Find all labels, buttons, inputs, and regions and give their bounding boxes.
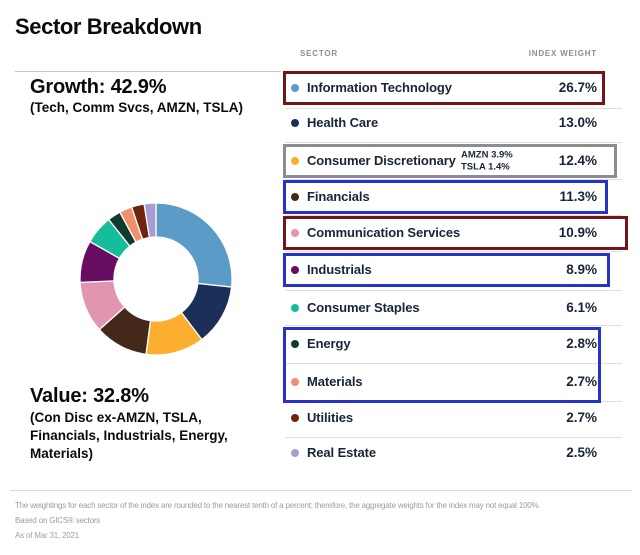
sector-label: Health Care bbox=[307, 115, 379, 130]
footnote-rounding: The weightings for each sector of the in… bbox=[15, 501, 541, 510]
sector-label: Financials bbox=[307, 189, 370, 204]
row-separator bbox=[285, 437, 622, 438]
growth-members-label: (Tech, Comm Svcs, AMZN, TSLA) bbox=[30, 100, 244, 115]
highlight-box-blue-energy-materials bbox=[283, 327, 601, 403]
index-weight-value: 13.0% bbox=[558, 115, 597, 130]
column-header-index-weight: INDEX WEIGHT bbox=[528, 49, 597, 58]
sector-label: Materials bbox=[307, 374, 363, 389]
sector-label: Communication Services bbox=[307, 225, 461, 240]
index-weight-value: 2.5% bbox=[566, 445, 597, 460]
value-total-label: Value: 32.8% bbox=[30, 385, 149, 407]
consumer-staples-dot-icon bbox=[291, 304, 299, 312]
sector-label: Utilities bbox=[307, 410, 354, 425]
index-weight-value: 10.9% bbox=[558, 225, 597, 240]
highlight-box-blue-industrials bbox=[283, 253, 610, 287]
sector-label: Real Estate bbox=[307, 445, 376, 460]
row-separator bbox=[285, 179, 622, 180]
footnote-as-of-date: As of Mar 31, 2021 bbox=[15, 531, 79, 540]
materials-dot-icon bbox=[291, 378, 299, 386]
index-weight-value: 2.7% bbox=[566, 374, 597, 389]
donut-slice-information-technology bbox=[155, 202, 233, 288]
table-row-communication-services: Communication Services 10.9% bbox=[283, 216, 628, 250]
sector-label: Consumer Staples bbox=[307, 300, 420, 315]
row-separator bbox=[285, 108, 622, 109]
growth-total-label: Growth: 42.9% bbox=[30, 76, 167, 98]
index-weight-value: 11.3% bbox=[559, 189, 597, 204]
highlight-box-darkred-communication-services bbox=[283, 216, 628, 250]
index-weight-value: 2.7% bbox=[566, 410, 597, 425]
index-weight-value: 26.7% bbox=[558, 80, 597, 95]
table-row-real-estate: Real Estate 2.5% bbox=[283, 436, 628, 470]
sector-weight-table: Information Technology 26.7% Health Care 13… bbox=[283, 0, 628, 485]
row-separator bbox=[285, 142, 622, 143]
row-separator bbox=[285, 363, 622, 364]
sector-label: Energy bbox=[307, 336, 351, 351]
financials-dot-icon bbox=[291, 193, 299, 201]
column-header-sector: SECTOR bbox=[300, 49, 338, 58]
communication-services-dot-icon bbox=[291, 229, 299, 237]
page-title: Sector Breakdown bbox=[15, 14, 202, 39]
sector-donut-chart bbox=[79, 202, 233, 356]
sector-label: Industrials bbox=[307, 262, 372, 277]
table-row-materials: Materials 2.7% bbox=[283, 365, 628, 399]
sector-label: Consumer Discretionary bbox=[307, 153, 456, 168]
table-row-financials: Financials 11.3% bbox=[283, 180, 628, 214]
row-separator bbox=[285, 215, 622, 216]
footnote-gics: Based on GICS® sectors bbox=[15, 516, 101, 525]
index-weight-value: 12.4% bbox=[558, 153, 597, 168]
index-weight-value: 6.1% bbox=[566, 300, 597, 315]
highlight-box-gray-consumer-discretionary bbox=[283, 144, 617, 178]
table-row-consumer-staples: Consumer Staples 6.1% bbox=[283, 291, 628, 325]
value-members-label: (Con Disc ex-AMZN, TSLA, Financials, Ind… bbox=[30, 410, 228, 461]
table-row-consumer-discretionary: Consumer Discretionary AMZN 3.9% TSLA 1.4… bbox=[283, 144, 628, 178]
donut-slice-real-estate bbox=[143, 202, 157, 239]
consumer-discretionary-dot-icon bbox=[291, 157, 299, 165]
sector-note-amzn-tsla: AMZN 3.9% TSLA 1.4% bbox=[461, 149, 513, 173]
sector-label: Information Technology bbox=[307, 80, 452, 95]
table-row-energy: Energy 2.8% bbox=[283, 327, 628, 361]
row-separator bbox=[285, 251, 622, 252]
information-technology-dot-icon bbox=[291, 84, 299, 92]
table-row-utilities: Utilities 2.7% bbox=[283, 401, 628, 435]
highlight-box-blue-financials bbox=[283, 180, 608, 214]
row-separator bbox=[285, 290, 622, 291]
index-weight-value: 2.8% bbox=[566, 336, 597, 351]
left-panel-divider bbox=[15, 71, 281, 72]
row-separator bbox=[285, 325, 622, 326]
health-care-dot-icon bbox=[291, 119, 299, 127]
footer-divider bbox=[10, 490, 632, 491]
table-row-industrials: Industrials 8.9% bbox=[283, 253, 628, 287]
table-row-information-technology: Information Technology 26.7% bbox=[283, 71, 628, 105]
utilities-dot-icon bbox=[291, 414, 299, 422]
index-weight-value: 8.9% bbox=[566, 262, 597, 277]
real-estate-dot-icon bbox=[291, 449, 299, 457]
highlight-box-darkred-information-technology bbox=[283, 71, 605, 105]
table-row-health-care: Health Care 13.0% bbox=[283, 106, 628, 140]
energy-dot-icon bbox=[291, 340, 299, 348]
industrials-dot-icon bbox=[291, 266, 299, 274]
